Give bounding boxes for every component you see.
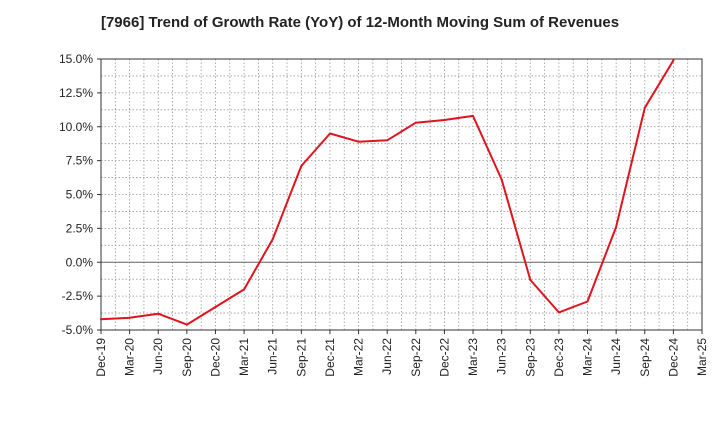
data-point [300,165,303,168]
x-tick-label: Sep-24 [638,338,652,377]
x-tick-label: Jun-21 [266,338,280,375]
x-tick-label: Jun-23 [495,338,509,375]
x-tick-label: Sep-21 [294,338,308,377]
data-point [529,278,532,281]
y-tick-label: 15.0% [59,52,93,66]
data-point [243,288,246,291]
data-point [157,312,160,315]
x-tick-label: Dec-19 [94,338,108,377]
x-tick-label: Dec-24 [666,338,680,377]
data-point [643,106,646,109]
y-tick-label: 0.0% [66,255,94,269]
data-point [500,178,503,181]
data-point [472,114,475,117]
y-tick-label: 12.5% [59,86,93,100]
x-tick-label: Jun-22 [380,338,394,375]
x-tick-label: Jun-20 [151,338,165,375]
label-layer: 15.0% 12.5% 10.0% 7.5% 5.0% 2.5% 0.0% -2.5% -5.0… [59,52,709,377]
y-tick-label: -5.0% [62,323,94,337]
data-point [100,318,102,321]
y-tick-label: 7.5% [66,154,94,168]
data-point [443,118,446,121]
x-tick-label: Mar-24 [581,338,595,376]
data-point [586,300,589,303]
axis-layer [97,58,703,334]
grid-layer [100,58,703,331]
y-tick-label: 10.0% [59,120,93,134]
data-point [672,59,675,62]
x-tick-label: Sep-23 [523,338,537,377]
data-point [214,305,217,308]
x-tick-label: Dec-20 [208,338,222,377]
plot-frame [100,58,703,331]
x-tick-label: Dec-23 [552,338,566,377]
x-tick-label: Mar-23 [466,338,480,376]
y-tick-label: 2.5% [66,221,94,235]
chart-title: [7966] Trend of Growth Rate (YoY) of 12-… [100,14,620,31]
data-point [557,311,560,314]
data-point [128,316,131,319]
x-tick-label: Mar-21 [237,338,251,376]
x-tick-label: Dec-22 [437,338,451,377]
x-tick-label: Sep-22 [409,338,423,377]
x-tick-label: Mar-20 [123,338,137,376]
data-point [185,323,188,326]
series-layer [100,59,675,326]
data-point [414,121,417,124]
data-point [271,238,274,241]
x-tick-label: Mar-25 [695,338,709,376]
data-point [357,140,360,143]
y-tick-label: -2.5% [62,289,94,303]
y-tick-label: 5.0% [66,188,94,202]
data-point [328,132,331,135]
data-point [615,226,618,229]
x-tick-label: Dec-21 [323,338,337,377]
x-tick-label: Sep-20 [180,338,194,377]
x-tick-label: Mar-22 [352,338,366,376]
data-point [386,139,389,142]
x-tick-label: Jun-24 [609,338,623,375]
